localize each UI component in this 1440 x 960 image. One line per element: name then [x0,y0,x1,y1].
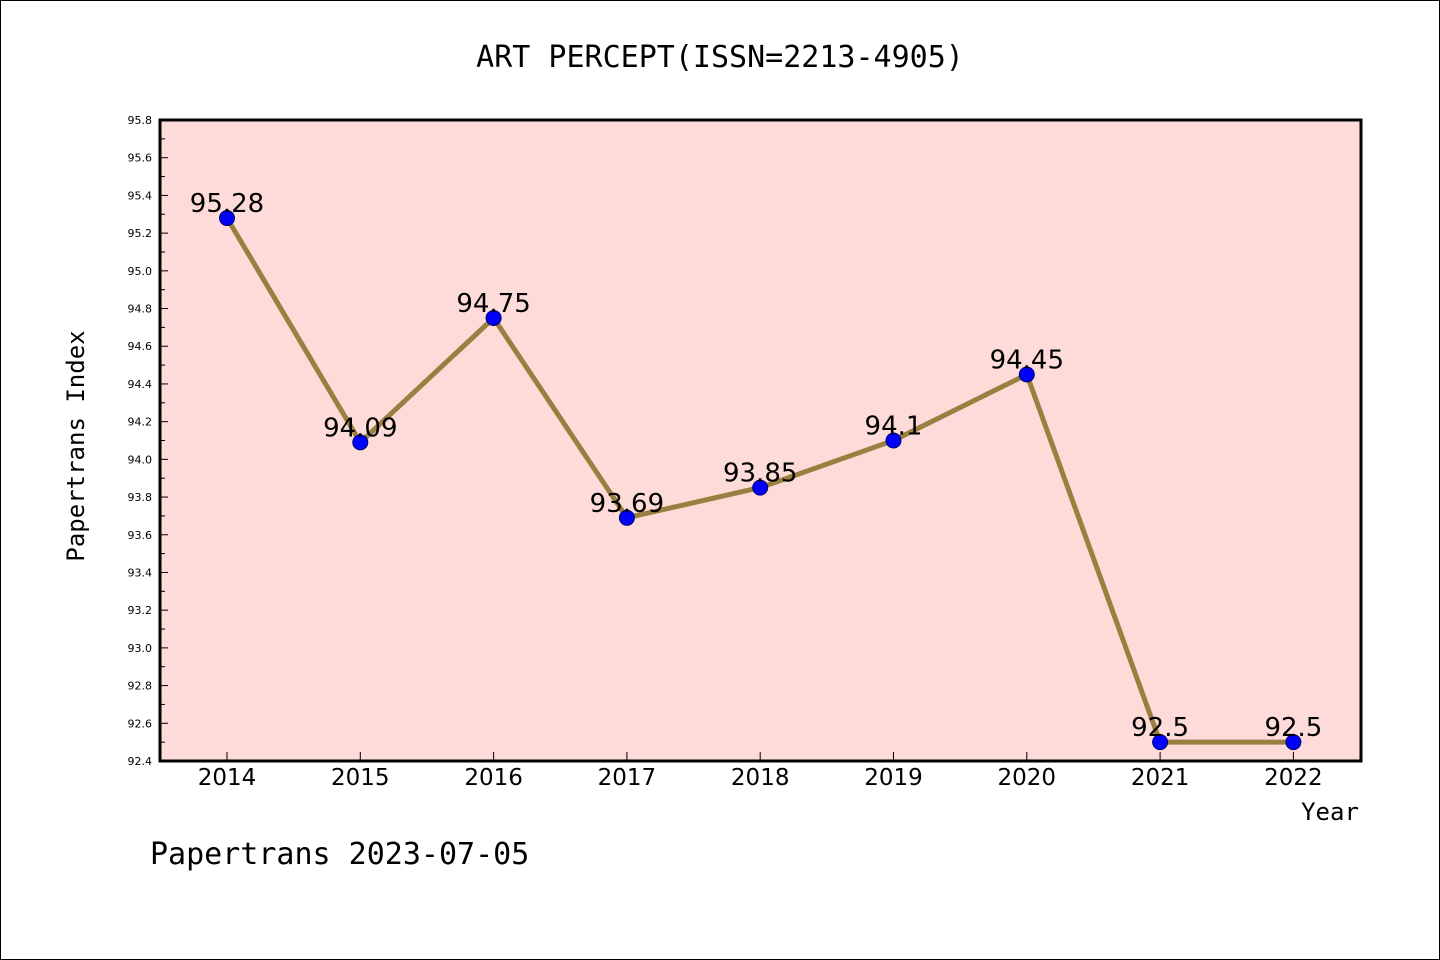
y-tick-label: 93.0 [128,642,153,655]
y-tick-label: 92.6 [128,717,153,730]
y-tick-label: 95.2 [128,227,153,240]
data-label: 92.5 [1264,713,1322,743]
data-label: 93.85 [723,459,797,489]
data-point [352,434,369,451]
y-tick-label: 95.6 [128,152,153,165]
x-tick-label: 2014 [198,765,257,791]
data-point [1018,366,1035,383]
x-tick-label: 2021 [1131,765,1190,791]
y-tick-label: 94.6 [128,340,153,353]
y-axis: 92.4 92.6 92.8 93.0 93.2 93.4 93.6 93.8 94.0 94.2… [128,114,168,768]
data-label: 94.45 [990,346,1064,376]
data-labels: 95.28 94.09 94.75 93.69 93.85 94.1 94.45 92.5 92… [190,189,1323,743]
footer-text: Papertrans 2023-07-05 [150,837,529,872]
y-tick-label: 95.8 [128,114,153,127]
y-tick-label: 94.4 [128,378,153,391]
y-tick-label: 94.2 [128,416,153,429]
data-point [618,509,635,526]
x-tick-label: 2015 [331,765,390,791]
data-label: 94.09 [323,413,397,443]
y-axis-title: Papertrans Index [62,330,90,561]
y-tick-label: 95.0 [128,265,153,278]
data-label: 94.1 [865,412,923,442]
data-point [885,432,902,449]
data-label: 94.75 [456,289,530,319]
x-tick-label: 2022 [1264,765,1323,791]
x-axis-title: Year [1301,798,1359,826]
data-point [219,210,235,227]
x-tick-label: 2017 [598,765,657,791]
data-point [485,309,502,326]
y-tick-label: 94.8 [128,303,153,316]
x-tick-label: 2019 [864,765,923,791]
y-tick-label: 92.4 [128,755,153,768]
series [219,210,1302,751]
data-point [1285,734,1302,751]
data-label: 95.28 [190,189,264,219]
data-label: 92.5 [1131,713,1189,743]
y-tick-label: 95.4 [128,189,153,202]
x-tick-label: 2018 [731,765,790,791]
chart-title: ART PERCEPT(ISSN=2213-4905) [476,40,964,75]
y-tick-label: 94.0 [128,453,153,466]
y-tick-label: 93.8 [128,491,153,504]
data-point [1152,734,1169,751]
y-tick-label: 93.2 [128,604,153,617]
y-tick-label: 93.6 [128,529,153,542]
data-point [752,479,769,496]
x-axis: 2014 2015 2016 2017 2018 2019 2020 2021 2022 [198,752,1323,791]
data-label: 93.69 [590,489,664,519]
x-tick-label: 2020 [998,765,1057,791]
y-tick-label: 92.8 [128,680,153,693]
x-tick-label: 2016 [464,765,523,791]
y-tick-label: 93.4 [128,566,153,579]
